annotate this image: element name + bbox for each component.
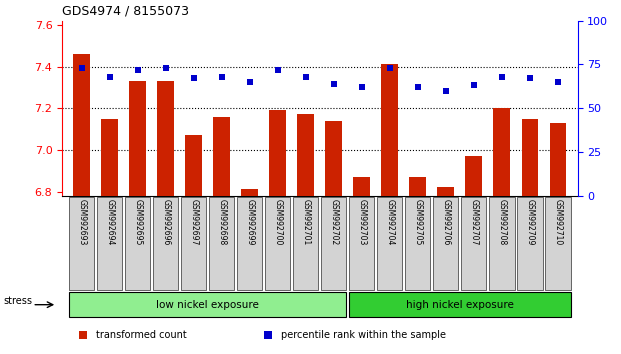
Bar: [353, 177, 370, 196]
Text: GSM992710: GSM992710: [553, 199, 563, 245]
FancyBboxPatch shape: [349, 196, 374, 290]
Text: GSM992704: GSM992704: [386, 199, 394, 245]
Bar: [242, 189, 258, 196]
Text: GSM992700: GSM992700: [273, 199, 283, 245]
FancyBboxPatch shape: [69, 292, 347, 317]
Text: GSM992707: GSM992707: [469, 199, 478, 245]
FancyBboxPatch shape: [97, 196, 122, 290]
Point: [385, 65, 395, 71]
FancyBboxPatch shape: [265, 196, 291, 290]
Bar: [270, 110, 286, 196]
Text: GSM992703: GSM992703: [357, 199, 366, 245]
Bar: [381, 64, 398, 196]
FancyBboxPatch shape: [433, 196, 458, 290]
Point: [357, 84, 367, 90]
Point: [441, 88, 451, 93]
Point: [301, 74, 310, 80]
Point: [263, 333, 273, 338]
Point: [329, 81, 339, 86]
Bar: [409, 177, 426, 196]
FancyBboxPatch shape: [489, 196, 515, 290]
FancyBboxPatch shape: [461, 196, 486, 290]
FancyBboxPatch shape: [406, 196, 430, 290]
FancyBboxPatch shape: [321, 196, 347, 290]
FancyBboxPatch shape: [125, 196, 150, 290]
FancyBboxPatch shape: [69, 196, 94, 290]
Text: GSM992702: GSM992702: [329, 199, 338, 245]
Bar: [494, 108, 510, 196]
Text: GSM992705: GSM992705: [414, 199, 422, 245]
Point: [217, 74, 227, 80]
Text: GSM992696: GSM992696: [161, 199, 170, 245]
FancyBboxPatch shape: [377, 196, 402, 290]
Point: [77, 65, 87, 71]
FancyBboxPatch shape: [209, 196, 234, 290]
Bar: [466, 156, 483, 196]
Point: [553, 79, 563, 85]
Bar: [437, 187, 455, 196]
Text: GSM992709: GSM992709: [525, 199, 535, 245]
Point: [245, 79, 255, 85]
Text: GDS4974 / 8155073: GDS4974 / 8155073: [62, 4, 189, 17]
Text: GSM992693: GSM992693: [77, 199, 86, 245]
FancyBboxPatch shape: [181, 196, 206, 290]
Bar: [297, 114, 314, 196]
FancyBboxPatch shape: [293, 196, 319, 290]
Point: [413, 84, 423, 90]
Text: GSM992699: GSM992699: [245, 199, 254, 245]
Text: GSM992694: GSM992694: [105, 199, 114, 245]
FancyBboxPatch shape: [545, 196, 571, 290]
Text: low nickel exposure: low nickel exposure: [156, 300, 259, 310]
Bar: [214, 116, 230, 196]
Point: [525, 76, 535, 81]
Bar: [157, 81, 174, 196]
Bar: [73, 54, 90, 196]
Text: GSM992697: GSM992697: [189, 199, 198, 245]
Text: GSM992706: GSM992706: [442, 199, 450, 245]
Point: [133, 67, 143, 73]
Point: [78, 333, 88, 338]
Text: GSM992701: GSM992701: [301, 199, 310, 245]
Point: [105, 74, 115, 80]
Point: [273, 67, 283, 73]
Point: [189, 76, 199, 81]
Bar: [185, 135, 202, 196]
Bar: [129, 81, 146, 196]
Point: [469, 82, 479, 88]
Point: [161, 65, 171, 71]
Point: [497, 74, 507, 80]
Text: transformed count: transformed count: [96, 331, 186, 341]
Bar: [325, 121, 342, 196]
Text: GSM992708: GSM992708: [497, 199, 506, 245]
Text: high nickel exposure: high nickel exposure: [406, 300, 514, 310]
Bar: [522, 119, 538, 196]
Bar: [101, 119, 118, 196]
Bar: [550, 123, 566, 196]
Text: GSM992695: GSM992695: [134, 199, 142, 245]
FancyBboxPatch shape: [517, 196, 543, 290]
Text: GSM992698: GSM992698: [217, 199, 226, 245]
FancyBboxPatch shape: [237, 196, 263, 290]
FancyBboxPatch shape: [349, 292, 571, 317]
FancyBboxPatch shape: [153, 196, 178, 290]
Text: stress: stress: [3, 296, 32, 306]
Text: percentile rank within the sample: percentile rank within the sample: [281, 331, 446, 341]
